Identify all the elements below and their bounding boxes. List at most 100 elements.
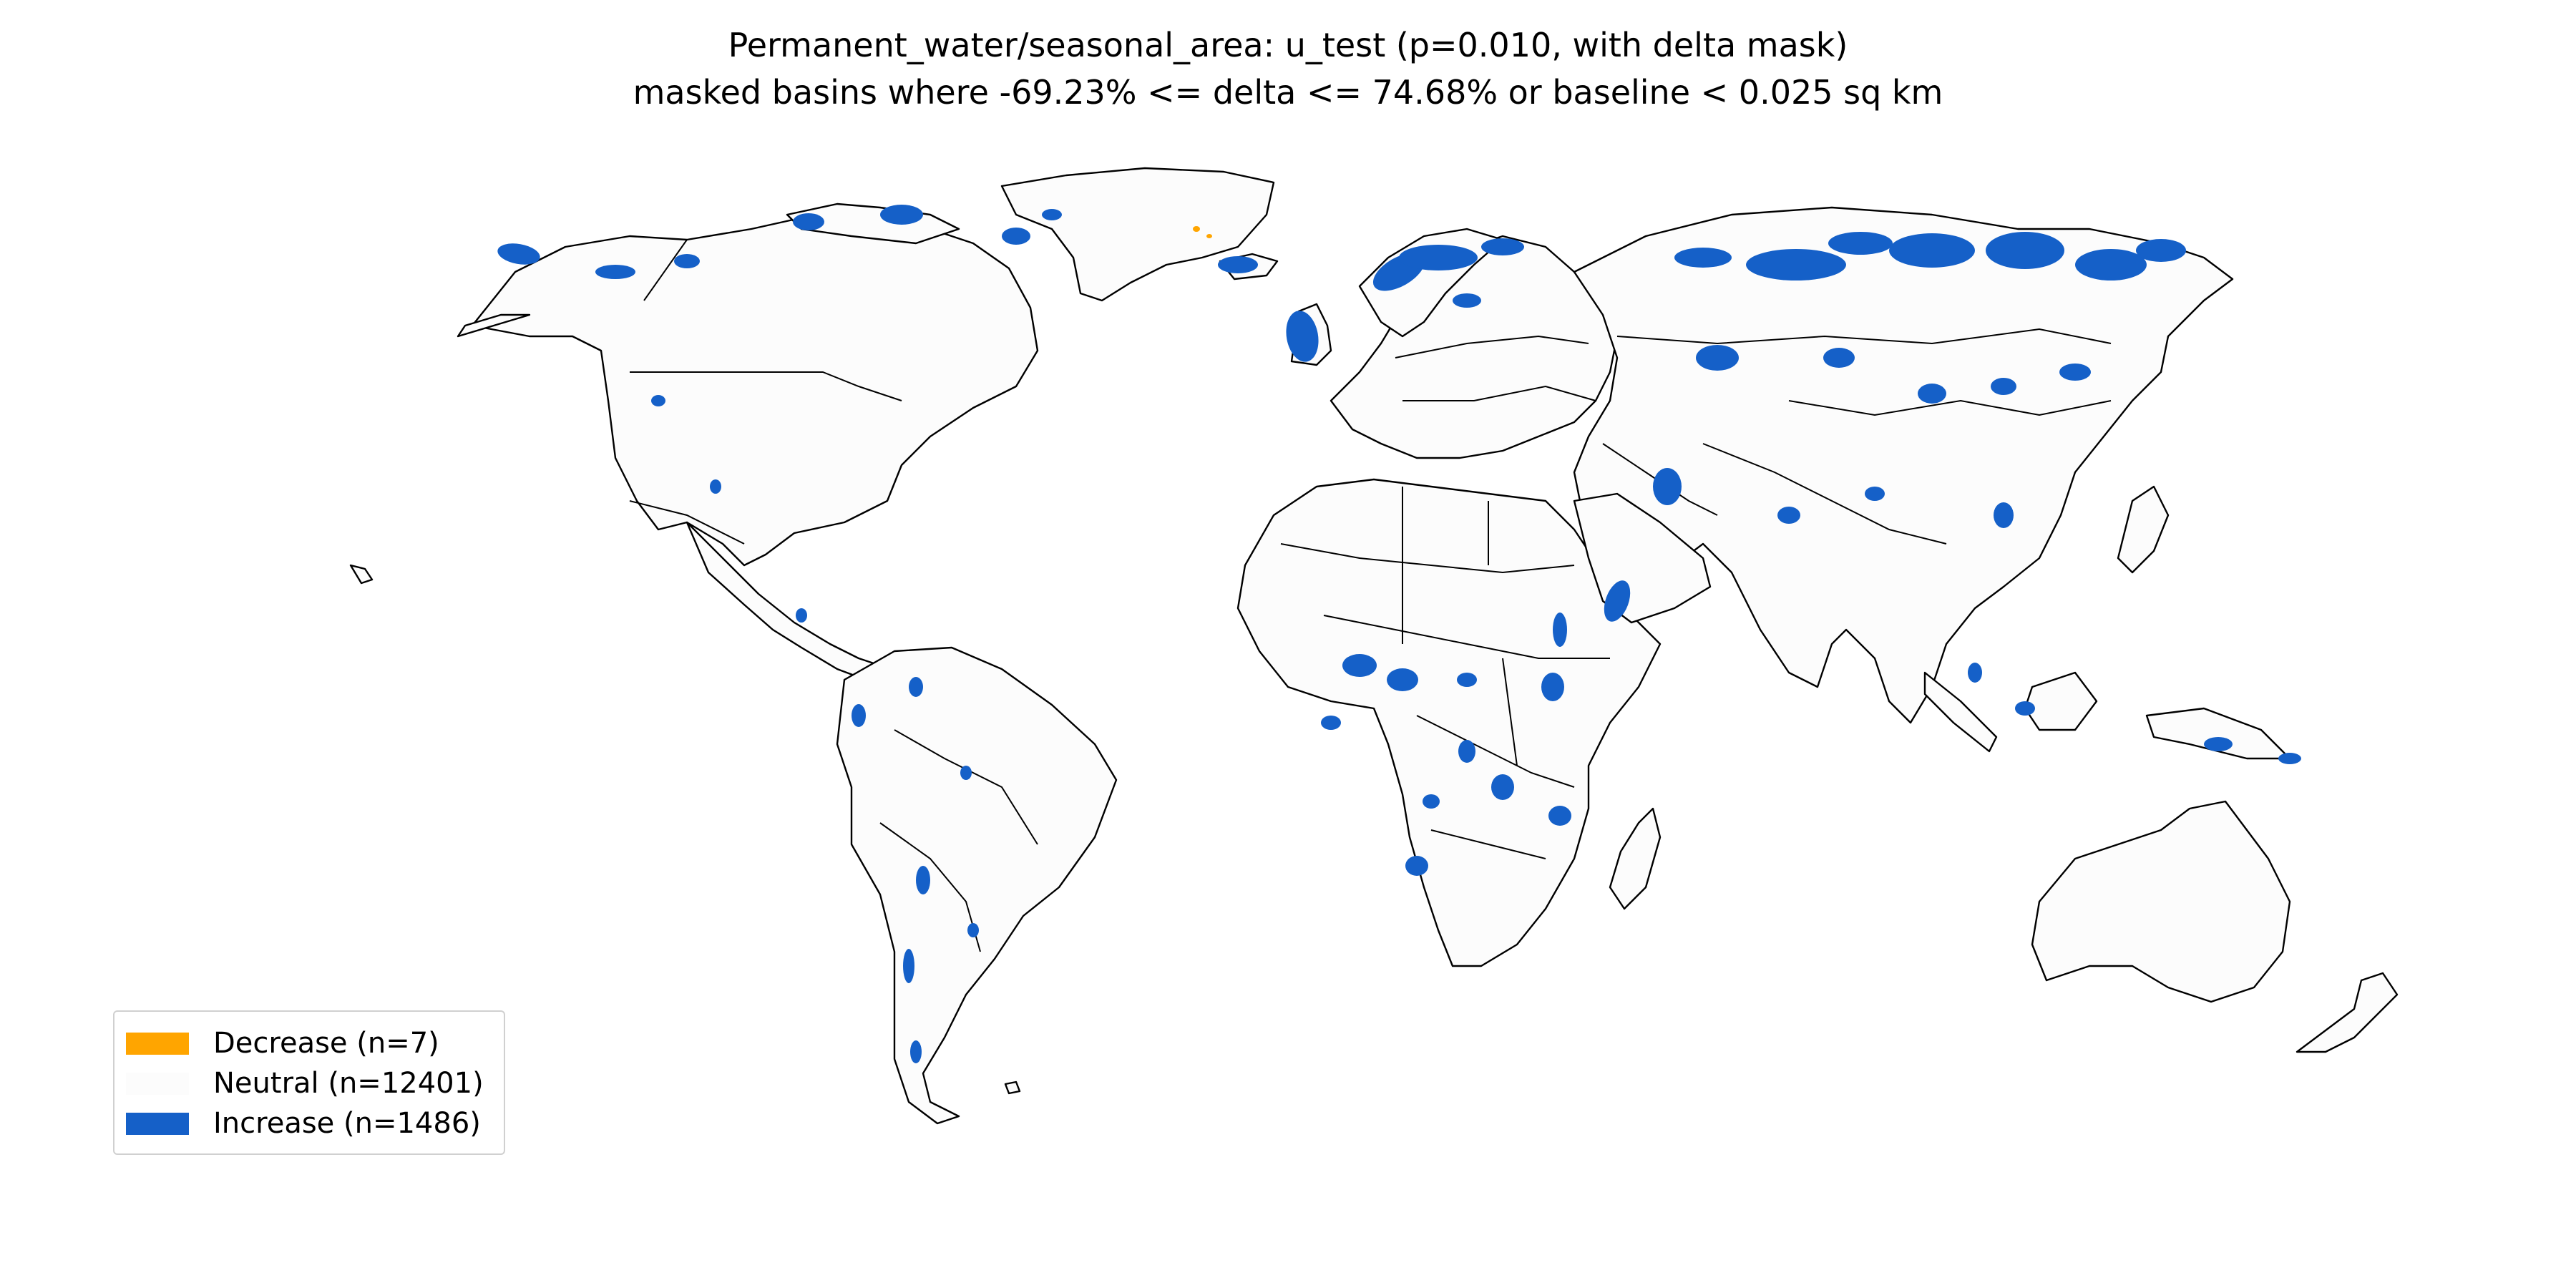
increase-basin-patch <box>793 213 824 230</box>
border-africa-2 <box>1323 615 1610 659</box>
increase-basin-patch <box>651 395 665 406</box>
increase-basin-patch <box>1823 348 1855 368</box>
increase-basin-patch <box>674 254 700 268</box>
land-europe <box>1330 235 1619 459</box>
legend-item-decrease: Decrease (n=7) <box>126 1025 439 1061</box>
land-new-guinea <box>2145 707 2291 760</box>
increase-basin-patch <box>1674 248 1732 268</box>
increase-basin-patch <box>595 265 635 279</box>
increase-basin-patch <box>1777 507 1800 524</box>
land-arabia <box>1573 492 1712 624</box>
land-falklands <box>1004 1080 1021 1095</box>
increase-basin-patch <box>1986 232 2064 269</box>
land-africa <box>1236 478 1662 967</box>
land-new-zealand <box>2296 972 2399 1053</box>
border-europe-1 <box>1395 335 1589 358</box>
increase-basin-patch <box>1746 249 1846 280</box>
increase-basin-patch <box>2204 737 2233 751</box>
border-russia-kazakhstan <box>1616 328 2112 345</box>
increase-basin-patch <box>1405 856 1428 876</box>
increase-basin-patch <box>796 608 807 623</box>
land-sumatra <box>1923 671 1998 753</box>
increase-basin-patch <box>2059 364 2091 381</box>
increase-basin-patch <box>1423 794 1440 809</box>
increase-basin-patch <box>1002 228 1030 245</box>
increase-basin-patch <box>1865 487 1885 501</box>
legend-swatch-increase <box>126 1112 189 1135</box>
increase-basin-patch <box>916 866 930 894</box>
increase-basin-patch <box>880 205 923 225</box>
land-central-america <box>686 521 882 681</box>
increase-basin-patch <box>1042 209 1062 220</box>
increase-basin-patch <box>1918 384 1946 404</box>
increase-basin-patch <box>1653 468 1682 505</box>
increase-basin-patch <box>1453 293 1481 308</box>
border-africa-1 <box>1280 543 1575 574</box>
increase-basin-patch <box>903 949 914 983</box>
increase-basin-patch <box>1889 233 1975 268</box>
land-north-america <box>471 213 1039 567</box>
border-africa-5 <box>1402 487 1518 766</box>
increase-basin-patch <box>1541 673 1564 701</box>
increase-basin-patch <box>1828 232 1893 255</box>
increase-basin-patch <box>852 704 866 727</box>
legend-item-neutral: Neutral (n=12401) <box>126 1065 484 1101</box>
increase-basin-patch <box>1991 378 2016 395</box>
increase-basin-patch <box>909 677 923 697</box>
land-south-america <box>836 646 1118 1125</box>
increase-basin-patch <box>967 923 979 937</box>
increase-basin-patch <box>497 243 540 265</box>
increase-basin-patch <box>1321 716 1341 730</box>
increase-basin-patch <box>1387 668 1418 691</box>
legend-item-increase: Increase (n=1486) <box>126 1106 481 1141</box>
land-asia <box>1573 206 2234 724</box>
decrease-basins <box>1193 226 1212 238</box>
increase-basin-patch <box>1342 654 1377 677</box>
border-africa-4 <box>1430 829 1546 859</box>
increase-basin-patch <box>710 479 721 494</box>
increase-basin-patch <box>1399 245 1478 270</box>
increase-basin-patch <box>1604 580 1631 622</box>
increase-basin-patch <box>1481 238 1524 255</box>
land-masses <box>349 167 2399 1125</box>
legend-label-neutral: Neutral (n=12401) <box>213 1067 484 1100</box>
increase-basin-patch <box>2278 753 2301 764</box>
decrease-basin-patch <box>1206 234 1212 238</box>
increase-basin-patch <box>2136 239 2186 262</box>
legend: Decrease (n=7) Neutral (n=12401) Increas… <box>113 1010 505 1155</box>
increase-basin-patch <box>1548 806 1571 826</box>
border-africa-3 <box>1416 715 1575 788</box>
border-usa-mexico <box>629 500 745 545</box>
increase-basin-patch <box>1553 613 1567 647</box>
increase-basin-patch <box>1491 774 1514 800</box>
land-borneo <box>2024 671 2098 731</box>
increase-basin-patch <box>1696 345 1739 371</box>
map-subtitle: masked basins where -69.23% <= delta <= … <box>633 73 1943 112</box>
increase-basin-patch <box>960 766 972 780</box>
border-europe-2 <box>1402 385 1596 401</box>
land-australia <box>2031 800 2291 1003</box>
increase-basin-patch <box>1994 502 2014 528</box>
land-japan <box>2117 485 2170 574</box>
legend-swatch-neutral <box>126 1072 189 1095</box>
legend-label-increase: Increase (n=1486) <box>213 1107 481 1140</box>
land-madagascar <box>1609 807 1662 910</box>
land-hawaii <box>349 564 374 585</box>
increase-basin-patch <box>1458 740 1475 763</box>
border-asia-south <box>1702 443 1947 545</box>
country-borders <box>629 239 2112 952</box>
legend-label-decrease: Decrease (n=7) <box>213 1027 439 1060</box>
border-canada-usa <box>630 371 902 401</box>
decrease-basin-patch <box>1193 226 1200 232</box>
border-alaska-canada <box>643 239 688 301</box>
increase-basin-patch <box>1457 673 1477 687</box>
border-south-america-1 <box>894 729 1038 845</box>
legend-swatch-decrease <box>126 1032 189 1055</box>
increase-basin-patch <box>910 1040 922 1063</box>
increase-basin-patch <box>1286 311 1319 362</box>
increase-basin-patch <box>1968 663 1982 683</box>
map-title: Permanent_water/seasonal_area: u_test (p… <box>728 26 1848 64</box>
increase-basins <box>497 205 2301 1063</box>
land-greenland <box>1000 167 1275 302</box>
